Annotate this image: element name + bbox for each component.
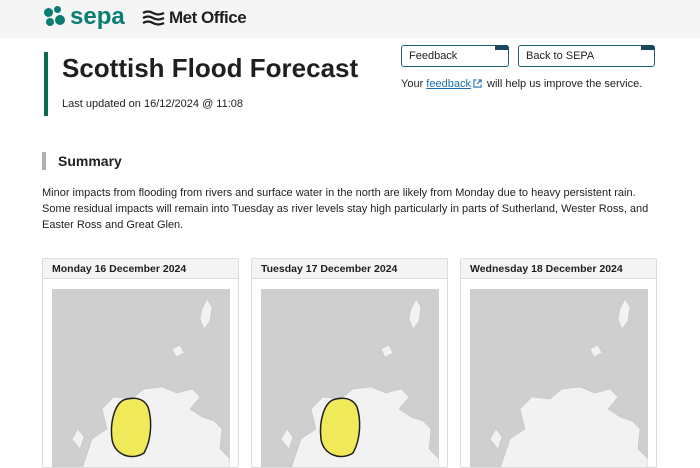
sepa-logo[interactable]: sepa <box>44 3 125 30</box>
forecast-map[interactable] <box>52 289 230 467</box>
page-title: Scottish Flood Forecast <box>62 53 359 83</box>
summary-heading: Summary <box>42 152 122 170</box>
forecast-card-date: Wednesday 18 December 2024 <box>461 259 656 279</box>
metoffice-logo-text: Met Office <box>169 8 247 27</box>
scotland-map <box>489 298 648 467</box>
feedback-link[interactable]: feedback <box>426 78 471 90</box>
forecast-card-day-1[interactable]: Monday 16 December 2024 <box>42 258 239 468</box>
flood-alert-area[interactable] <box>110 397 152 458</box>
flood-alert-area[interactable] <box>319 397 361 458</box>
forecast-map[interactable] <box>261 289 439 467</box>
metoffice-logo[interactable]: Met Office <box>142 8 247 28</box>
summary-text: Minor impacts from flooding from rivers … <box>42 187 649 231</box>
site-header: sepa Met Office <box>0 0 700 38</box>
scotland-map <box>280 298 439 467</box>
feedback-note-prefix: Your <box>401 78 427 90</box>
forecast-card-day-3[interactable]: Wednesday 18 December 2024 <box>460 258 657 468</box>
back-to-sepa-button[interactable]: Back to SEPA <box>518 45 655 67</box>
forecast-map[interactable] <box>470 289 648 467</box>
last-updated: Last updated on 16/12/2024 @ 11:08 <box>62 98 244 110</box>
forecast-card-date: Tuesday 17 December 2024 <box>252 259 447 279</box>
sepa-logo-icon <box>44 6 66 28</box>
forecast-card-day-2[interactable]: Tuesday 17 December 2024 <box>251 258 448 468</box>
page-title-block: Scottish Flood Forecast Last updated on … <box>44 52 358 116</box>
feedback-note: Your feedback will help us improve the s… <box>401 78 642 90</box>
sepa-logo-text: sepa <box>70 3 125 30</box>
feedback-button[interactable]: Feedback <box>401 45 509 67</box>
metoffice-logo-icon <box>142 10 165 26</box>
feedback-note-suffix: will help us improve the service. <box>483 78 643 90</box>
external-link-icon <box>473 79 482 88</box>
forecast-card-date: Monday 16 December 2024 <box>43 259 238 279</box>
scotland-map <box>71 298 230 467</box>
